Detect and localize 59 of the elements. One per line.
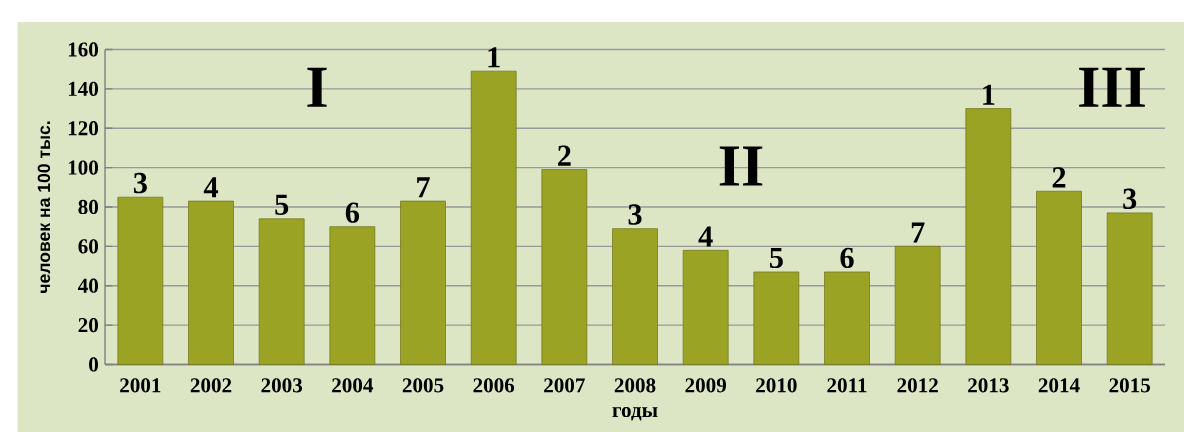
x-tick-label: 2010 bbox=[756, 378, 797, 393]
y-tick-label: 20 bbox=[78, 317, 98, 333]
y-tick-label: 80 bbox=[78, 199, 98, 215]
bar bbox=[470, 70, 517, 365]
bar bbox=[612, 228, 658, 365]
x-tick-label: 2014 bbox=[1038, 378, 1080, 393]
annotation: 5 bbox=[275, 194, 289, 215]
bar bbox=[965, 108, 1012, 365]
bar bbox=[1106, 212, 1153, 365]
annotation: 6 bbox=[345, 202, 360, 223]
annotation: 6 bbox=[840, 247, 854, 269]
annotation: 4 bbox=[203, 177, 219, 198]
y-tick-label: 100 bbox=[68, 160, 98, 175]
x-tick-label: 2008 bbox=[614, 378, 656, 393]
y-tick-label: 120 bbox=[68, 121, 98, 136]
annotation: 1 bbox=[983, 84, 995, 105]
annotation: 7 bbox=[911, 222, 925, 243]
x-tick-label: 2012 bbox=[897, 378, 938, 393]
x-tick-label: 2015 bbox=[1109, 378, 1150, 393]
annotation: 7 bbox=[417, 177, 430, 198]
y-tick-label: 60 bbox=[78, 239, 98, 254]
y-tick-label: 160 bbox=[68, 42, 98, 57]
bar bbox=[1036, 190, 1082, 365]
annotation: 1 bbox=[488, 47, 500, 68]
bar bbox=[753, 271, 800, 365]
y-tick-label: 140 bbox=[68, 81, 98, 96]
bar bbox=[329, 226, 376, 365]
x-tick-label: 2001 bbox=[120, 378, 161, 393]
y-axis-title: человек на 100 тыс. bbox=[37, 121, 51, 293]
annotation: 3 bbox=[1123, 188, 1137, 210]
x-tick-label: 2002 bbox=[190, 378, 232, 393]
annotation: 3 bbox=[133, 172, 147, 194]
x-tick-label: 2006 bbox=[473, 378, 515, 393]
x-tick-label: 2007 bbox=[544, 378, 585, 393]
annotation: 2 bbox=[558, 145, 571, 166]
annotation: 4 bbox=[698, 226, 713, 247]
bar bbox=[400, 200, 446, 365]
bar bbox=[188, 200, 234, 365]
x-axis-title: годы bbox=[612, 407, 658, 421]
x-tick-label: 2013 bbox=[968, 378, 1009, 393]
bar bbox=[894, 246, 941, 365]
x-tick-label: 2009 bbox=[685, 378, 726, 393]
x-tick-label: 2003 bbox=[261, 378, 303, 393]
annotation: 5 bbox=[769, 247, 783, 269]
y-tick-label: 40 bbox=[78, 278, 98, 293]
annotation: 2 bbox=[1052, 167, 1066, 188]
bar bbox=[541, 169, 588, 365]
annotation: III bbox=[1079, 67, 1145, 107]
x-tick-label: 2005 bbox=[402, 378, 444, 393]
annotation: I bbox=[307, 67, 327, 107]
bar bbox=[117, 196, 164, 365]
bar bbox=[824, 271, 870, 365]
y-tick-label: 0 bbox=[89, 357, 98, 372]
annotation: 3 bbox=[628, 204, 642, 225]
annotation: II bbox=[719, 146, 763, 186]
x-tick-label: 2011 bbox=[827, 378, 867, 393]
bar bbox=[682, 249, 729, 365]
bar bbox=[258, 218, 305, 365]
x-tick-label: 2004 bbox=[332, 378, 374, 393]
